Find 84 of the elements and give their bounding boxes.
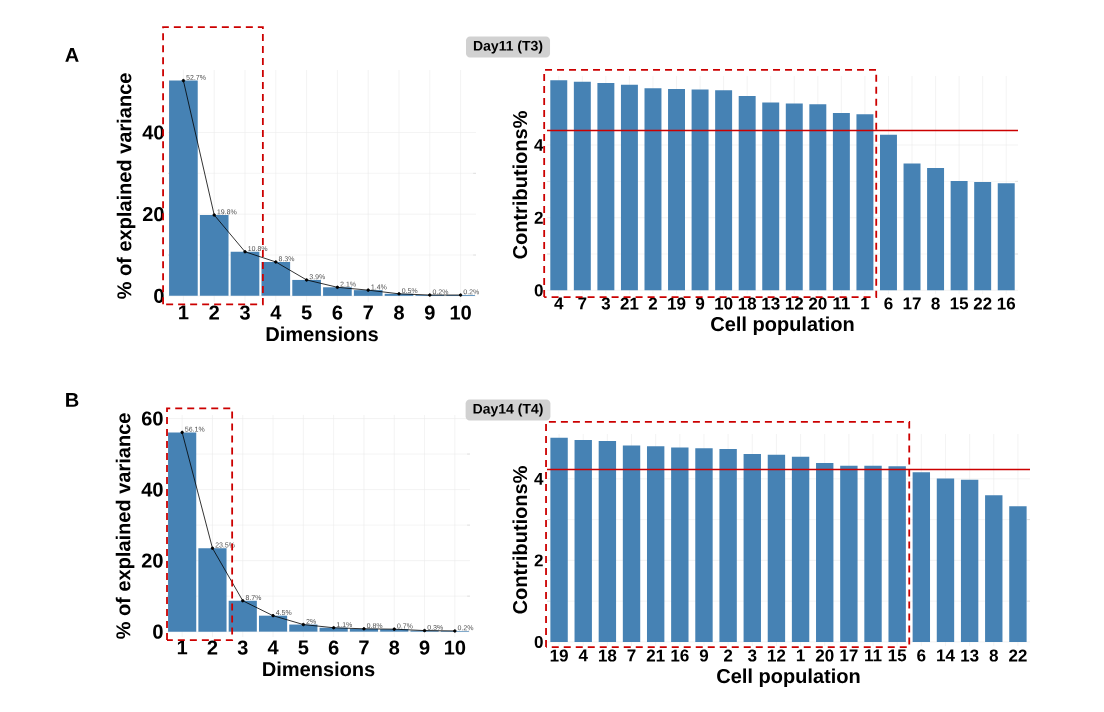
y-tick-label: 40 bbox=[142, 125, 164, 140]
x-axis-title: Cell population bbox=[711, 316, 854, 336]
x-tick-label: 5 bbox=[301, 305, 312, 320]
x-axis-title: Cell population bbox=[717, 668, 860, 688]
y-tick-label: 60 bbox=[141, 411, 163, 426]
x-tick-label: 17 bbox=[903, 297, 921, 310]
x-tick-label: 3 bbox=[601, 297, 610, 310]
y-tick-label: 20 bbox=[142, 207, 164, 222]
chart-title: Day11 (T3) bbox=[473, 40, 543, 54]
x-tick-label: 19 bbox=[550, 649, 568, 662]
x-tick-label: 9 bbox=[424, 305, 435, 320]
x-axis-title: Dimensions bbox=[266, 326, 378, 342]
x-tick-label: 21 bbox=[646, 649, 665, 662]
x-tick-label: 10 bbox=[450, 305, 471, 320]
x-tick-label: 13 bbox=[762, 297, 780, 310]
y-tick-label: 0 bbox=[534, 635, 543, 648]
y-tick-label: 2 bbox=[534, 554, 543, 567]
y-axis-title: Contributions% bbox=[512, 466, 528, 614]
x-tick-label: 7 bbox=[359, 640, 369, 655]
x-tick-label: 11 bbox=[833, 297, 850, 310]
x-tick-label: 8 bbox=[931, 297, 940, 310]
x-tick-label: 3 bbox=[239, 305, 250, 320]
x-tick-label: 10 bbox=[444, 640, 466, 655]
x-tick-label: 1 bbox=[179, 305, 189, 320]
x-tick-label: 16 bbox=[671, 649, 689, 662]
x-tick-label: 2 bbox=[209, 305, 219, 320]
y-tick-label: 0 bbox=[153, 624, 163, 639]
x-tick-label: 6 bbox=[917, 649, 926, 662]
x-tick-label: 6 bbox=[332, 305, 343, 320]
text: A bbox=[65, 48, 79, 62]
x-tick-label: 16 bbox=[997, 297, 1016, 310]
x-tick-label: 10 bbox=[715, 297, 733, 310]
x-tick-label: 4 bbox=[267, 640, 279, 655]
x-tick-label: 18 bbox=[738, 297, 757, 310]
chart-title: Day14 (T4) bbox=[473, 403, 543, 417]
x-tick-label: 4 bbox=[554, 297, 564, 310]
y-axis-title: % of explained variance bbox=[116, 73, 136, 299]
y-tick-label: 2 bbox=[534, 211, 543, 224]
x-tick-label: 2 bbox=[723, 649, 733, 662]
x-tick-label: 1 bbox=[861, 297, 870, 310]
x-tick-label: 13 bbox=[961, 649, 979, 662]
y-axis-title: Contributions% bbox=[512, 111, 528, 259]
y-tick-label: 40 bbox=[141, 482, 163, 497]
x-tick-label: 4 bbox=[578, 649, 588, 662]
y-tick-label: 4 bbox=[534, 472, 544, 485]
y-tick-label: 0 bbox=[154, 288, 164, 303]
x-tick-label: 9 bbox=[699, 649, 709, 662]
x-tick-label: 17 bbox=[840, 649, 858, 662]
text: B bbox=[66, 393, 79, 407]
x-axis-title: Dimensions bbox=[263, 661, 375, 677]
x-tick-label: 6 bbox=[884, 297, 893, 310]
x-tick-label: 12 bbox=[785, 297, 804, 310]
x-tick-label: 22 bbox=[1009, 649, 1027, 662]
x-tick-label: 3 bbox=[237, 640, 248, 655]
y-tick-label: 20 bbox=[141, 553, 163, 568]
x-tick-label: 5 bbox=[298, 640, 309, 655]
x-tick-label: 8 bbox=[989, 649, 998, 662]
x-tick-label: 9 bbox=[419, 640, 430, 655]
x-tick-label: 15 bbox=[950, 297, 969, 310]
y-axis-title: % of explained variance bbox=[115, 413, 135, 639]
x-tick-label: 1 bbox=[177, 640, 188, 655]
x-tick-label: 2 bbox=[207, 640, 218, 655]
x-tick-label: 6 bbox=[328, 640, 339, 655]
x-tick-label: 14 bbox=[937, 649, 955, 662]
x-tick-label: 4 bbox=[270, 305, 282, 320]
x-tick-label: 18 bbox=[598, 649, 617, 662]
y-tick-label: 4 bbox=[534, 139, 544, 151]
x-tick-label: 11 bbox=[865, 649, 882, 662]
x-tick-label: 8 bbox=[389, 640, 400, 655]
x-tick-label: 12 bbox=[768, 649, 786, 662]
x-tick-label: 22 bbox=[973, 297, 992, 310]
y-tick-label: 0 bbox=[534, 284, 543, 297]
x-tick-label: 8 bbox=[394, 305, 404, 320]
x-tick-label: 15 bbox=[888, 649, 907, 662]
x-tick-label: 1 bbox=[796, 649, 805, 662]
x-tick-label: 3 bbox=[747, 649, 757, 662]
x-tick-label: 2 bbox=[648, 297, 658, 310]
x-tick-label: 20 bbox=[815, 649, 834, 662]
x-tick-label: 7 bbox=[627, 649, 636, 662]
x-tick-label: 21 bbox=[620, 297, 639, 310]
x-tick-label: 7 bbox=[363, 305, 373, 320]
x-tick-label: 20 bbox=[808, 297, 827, 310]
x-tick-label: 9 bbox=[695, 297, 705, 310]
x-tick-label: 19 bbox=[668, 297, 686, 310]
